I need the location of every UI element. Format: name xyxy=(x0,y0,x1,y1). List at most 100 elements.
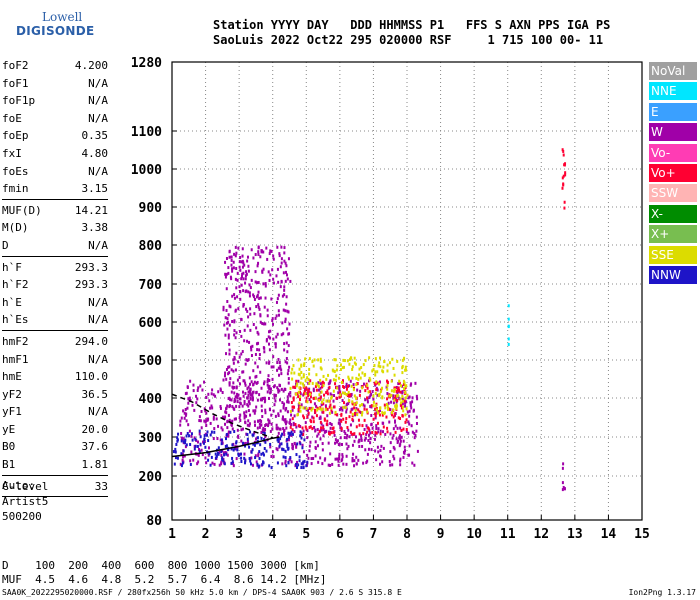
echo-point xyxy=(272,257,275,261)
echo-point xyxy=(254,423,257,427)
echo-point xyxy=(338,452,341,456)
echo-point xyxy=(195,401,198,405)
echo-point xyxy=(301,446,304,450)
echo-point xyxy=(216,437,219,441)
echo-point xyxy=(359,389,362,393)
echo-point xyxy=(379,432,382,436)
echo-point xyxy=(322,374,325,378)
echo-point xyxy=(249,459,252,463)
echo-point xyxy=(266,380,269,384)
echo-point xyxy=(365,461,368,465)
echo-point xyxy=(366,396,369,400)
echo-point xyxy=(394,424,397,428)
echo-point xyxy=(308,391,311,395)
echo-point xyxy=(258,357,261,361)
echo-point xyxy=(190,450,193,454)
echo-point xyxy=(347,444,350,448)
echo-point xyxy=(256,462,259,466)
echo-point xyxy=(329,403,332,407)
echo-point xyxy=(310,408,313,412)
echo-point xyxy=(274,316,277,320)
echo-point xyxy=(375,426,378,430)
echo-point xyxy=(346,447,349,451)
echo-point xyxy=(390,389,393,393)
y-tick-label: 1000 xyxy=(131,163,162,178)
param-row: yE 20.0 xyxy=(2,421,108,439)
echo-point xyxy=(331,410,334,414)
echo-point xyxy=(245,410,248,414)
echo-point xyxy=(293,405,296,409)
echo-point xyxy=(254,361,257,365)
param-value: 14.21 xyxy=(74,203,108,217)
echo-point xyxy=(184,407,187,411)
param-value: N/A xyxy=(88,352,108,366)
echo-point xyxy=(187,397,190,401)
echo-point xyxy=(392,445,395,449)
echo-point xyxy=(233,391,236,395)
echo-point xyxy=(263,431,266,435)
echo-point xyxy=(242,441,245,445)
param-value: N/A xyxy=(88,164,108,178)
echo-point xyxy=(407,453,410,457)
echo-point xyxy=(360,411,363,415)
echo-point xyxy=(270,297,273,301)
echo-point xyxy=(286,372,289,376)
echo-point xyxy=(399,463,402,467)
echo-point xyxy=(351,412,354,416)
echo-point xyxy=(187,401,190,405)
echo-point xyxy=(310,457,313,461)
echo-point xyxy=(266,308,269,312)
echo-point xyxy=(333,405,336,409)
echo-point xyxy=(404,413,407,417)
echo-point xyxy=(358,444,361,448)
echo-point xyxy=(270,466,273,470)
echo-point xyxy=(276,361,279,365)
echo-point xyxy=(268,252,271,256)
echo-point xyxy=(415,429,418,433)
echo-point xyxy=(390,393,393,397)
echo-point xyxy=(334,441,337,445)
echo-point xyxy=(245,358,248,362)
echo-point xyxy=(299,394,302,398)
echo-point xyxy=(289,456,292,460)
echo-point xyxy=(241,247,244,251)
echo-point xyxy=(280,333,283,337)
echo-point xyxy=(392,433,395,437)
echo-point xyxy=(258,456,261,460)
echo-point xyxy=(277,366,280,370)
echo-point xyxy=(176,456,179,460)
echo-point xyxy=(287,344,290,348)
echo-point xyxy=(306,429,309,433)
echo-point xyxy=(351,443,354,447)
echo-cluster-sse xyxy=(289,356,409,417)
echo-point xyxy=(250,380,253,384)
echo-point xyxy=(238,355,241,359)
echo-point xyxy=(280,387,283,391)
echo-point xyxy=(562,462,565,466)
echo-point xyxy=(268,386,271,390)
echo-point xyxy=(344,406,347,410)
echo-point xyxy=(227,313,230,317)
echo-point xyxy=(263,438,266,442)
echo-point xyxy=(309,379,312,383)
echo-point xyxy=(233,320,236,324)
echo-point xyxy=(206,430,209,434)
echo-point xyxy=(195,394,198,398)
echo-point xyxy=(260,430,263,434)
echo-point xyxy=(221,441,224,445)
echo-point xyxy=(180,464,183,468)
echo-point xyxy=(244,290,247,294)
echo-point xyxy=(231,456,234,460)
echo-point xyxy=(376,381,379,385)
echo-point xyxy=(385,385,388,389)
param-row: B1 1.81 xyxy=(2,456,108,474)
echo-point xyxy=(204,420,207,424)
echo-point xyxy=(316,406,319,410)
echo-point xyxy=(279,437,282,441)
echo-point xyxy=(185,419,188,423)
echo-point xyxy=(338,408,341,412)
echo-point xyxy=(294,385,297,389)
echo-point xyxy=(326,407,329,411)
echo-point xyxy=(247,385,250,389)
echo-point xyxy=(399,426,402,430)
